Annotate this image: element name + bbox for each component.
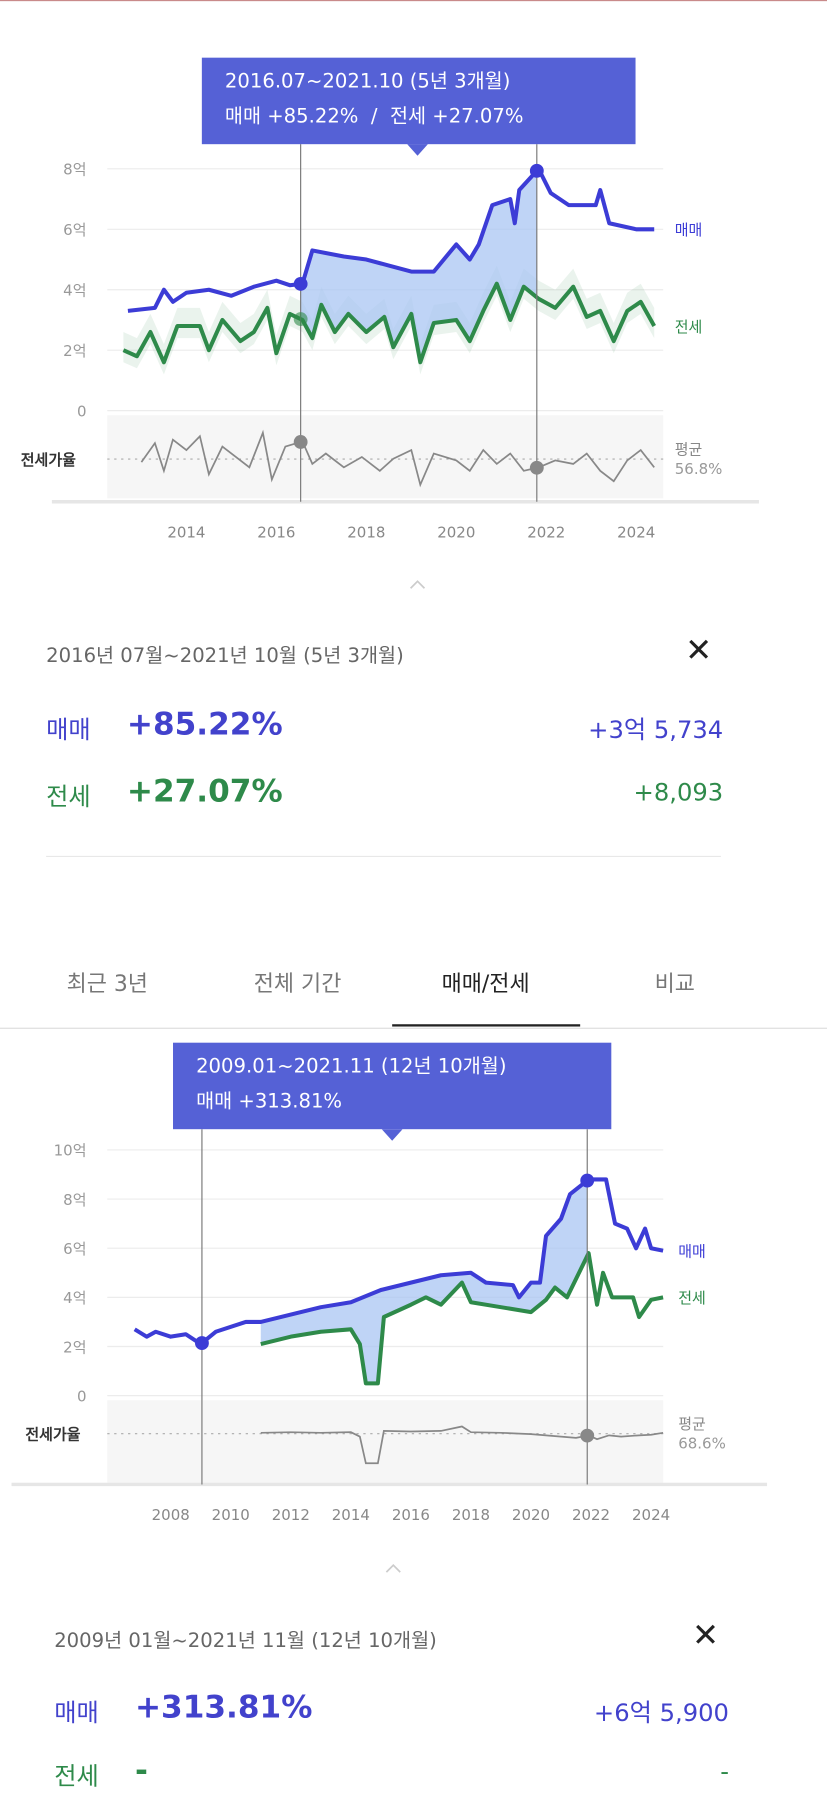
ratio-line bbox=[140, 429, 655, 488]
y-tick-label: 2억 bbox=[63, 342, 86, 360]
x-tick-label: 2024 bbox=[617, 523, 655, 541]
x-tick-label: 2008 bbox=[152, 1506, 190, 1524]
ratio-line bbox=[260, 1425, 664, 1465]
sale-point bbox=[195, 1336, 209, 1350]
selection-fill bbox=[300, 170, 537, 360]
sale-point bbox=[293, 276, 308, 291]
x-tick-label: 2020 bbox=[437, 523, 475, 541]
jeonse-label: 전세 bbox=[46, 783, 91, 811]
sale-series-label: 매매 bbox=[678, 1242, 706, 1260]
close-icon[interactable]: ✕ bbox=[692, 1615, 720, 1655]
caret-up-icon[interactable] bbox=[409, 577, 426, 593]
top-border bbox=[0, 0, 827, 2]
average-label: 평균 bbox=[675, 440, 703, 458]
divider bbox=[46, 855, 721, 857]
jeonse-pct: - bbox=[134, 1753, 148, 1789]
sale-amount: +3억 5,734 bbox=[588, 716, 724, 744]
sale-point bbox=[580, 1173, 595, 1188]
sale-point bbox=[529, 163, 544, 178]
jeonse-point bbox=[293, 312, 308, 327]
tab-recent-3y[interactable]: 최근 3년 bbox=[66, 971, 148, 997]
jeonse-amount: +8,093 bbox=[633, 778, 724, 807]
ratio-band bbox=[107, 1400, 664, 1484]
tooltip-range: 2009.01~2021.11 (12년 10개월) bbox=[196, 1055, 507, 1079]
sale-line bbox=[127, 166, 655, 313]
range-tooltip-2: 2009.01~2021.11 (12년 10개월) 매매 +313.81% bbox=[173, 1042, 612, 1141]
average-label: 평균 bbox=[678, 1415, 706, 1433]
ratio-point bbox=[293, 435, 308, 449]
ratio-band bbox=[107, 415, 664, 499]
tab-sale-jeonse[interactable]: 매매/전세 bbox=[441, 971, 530, 997]
sale-pct: +313.81% bbox=[134, 1689, 313, 1726]
caret-up-icon[interactable] bbox=[385, 1561, 401, 1577]
tooltip-range: 2016.07~2021.10 (5년 3개월) bbox=[224, 70, 511, 94]
jeonse-series-label: 전세 bbox=[675, 318, 703, 336]
panel-title: 2009년 01월~2021년 11월 (12년 10개월) bbox=[54, 1629, 437, 1653]
y-tick-label: 0 bbox=[77, 402, 87, 420]
x-tick-label: 2018 bbox=[452, 1506, 490, 1524]
selection-fill bbox=[260, 1180, 588, 1384]
x-tick-label: 2014 bbox=[167, 523, 205, 541]
ratio-label: 전세가율 bbox=[21, 451, 76, 469]
sale-label: 매매 bbox=[46, 716, 91, 744]
x-tick-label: 2016 bbox=[392, 1506, 430, 1524]
x-tick-label: 2022 bbox=[572, 1506, 610, 1524]
tab-compare[interactable]: 비교 bbox=[654, 971, 695, 997]
y-tick-label: 6억 bbox=[63, 1240, 86, 1258]
x-tick-label: 2010 bbox=[212, 1506, 250, 1524]
x-tick-label: 2022 bbox=[527, 523, 565, 541]
y-tick-label: 2억 bbox=[63, 1338, 86, 1356]
y-tick-label: 4억 bbox=[63, 282, 86, 300]
y-tick-label: 4억 bbox=[63, 1289, 86, 1307]
y-tick-label: 8억 bbox=[63, 1191, 86, 1209]
active-tab-underline bbox=[392, 1024, 581, 1027]
tooltip-change: 매매 +313.81% bbox=[196, 1089, 343, 1114]
sale-series-label: 매매 bbox=[675, 221, 703, 239]
ratio-point bbox=[580, 1428, 595, 1443]
x-tick-label: 2018 bbox=[347, 523, 385, 541]
y-tick-label: 0 bbox=[77, 1387, 87, 1405]
sale-amount: +6억 5,900 bbox=[593, 1698, 729, 1727]
tab-all-period[interactable]: 전체 기간 bbox=[253, 971, 342, 997]
sale-label: 매매 bbox=[54, 1698, 99, 1727]
ratio-point bbox=[529, 460, 544, 475]
ratio-label: 전세가율 bbox=[25, 1425, 80, 1443]
average-value: 68.6% bbox=[678, 1435, 726, 1453]
sale-pct: +85.22% bbox=[126, 707, 283, 743]
tooltip-change: 매매 +85.22% / 전세 +27.07% bbox=[224, 104, 524, 129]
close-icon[interactable]: ✕ bbox=[685, 630, 713, 669]
x-tick-label: 2012 bbox=[272, 1506, 310, 1524]
jeonse-label: 전세 bbox=[54, 1762, 99, 1791]
x-tick-label: 2016 bbox=[257, 523, 295, 541]
y-tick-label: 10억 bbox=[54, 1142, 87, 1160]
tab-bar-border bbox=[0, 1027, 827, 1029]
price-chart-2[interactable]: 10억 8억 6억 4억 2억 0 2008 2010 2012 2014 2016 2018 2020… bbox=[0, 1029, 827, 1537]
y-tick-label: 6억 bbox=[63, 221, 86, 239]
y-tick-label: 8억 bbox=[63, 161, 86, 179]
range-tooltip-1: 2016.07~2021.10 (5년 3개월) 매매 +85.22% / 전세… bbox=[201, 57, 636, 156]
x-tick-label: 2020 bbox=[512, 1506, 550, 1524]
x-tick-label: 2024 bbox=[632, 1506, 670, 1524]
jeonse-amount: - bbox=[720, 1757, 729, 1786]
panel-title: 2016년 07월~2021년 10월 (5년 3개월) bbox=[46, 644, 404, 668]
jeonse-line bbox=[260, 1251, 664, 1386]
average-value: 56.8% bbox=[675, 460, 723, 478]
jeonse-line bbox=[122, 281, 656, 365]
x-tick-label: 2014 bbox=[332, 1506, 370, 1524]
jeonse-series-label: 전세 bbox=[678, 1289, 706, 1307]
jeonse-pct: +27.07% bbox=[126, 773, 283, 810]
